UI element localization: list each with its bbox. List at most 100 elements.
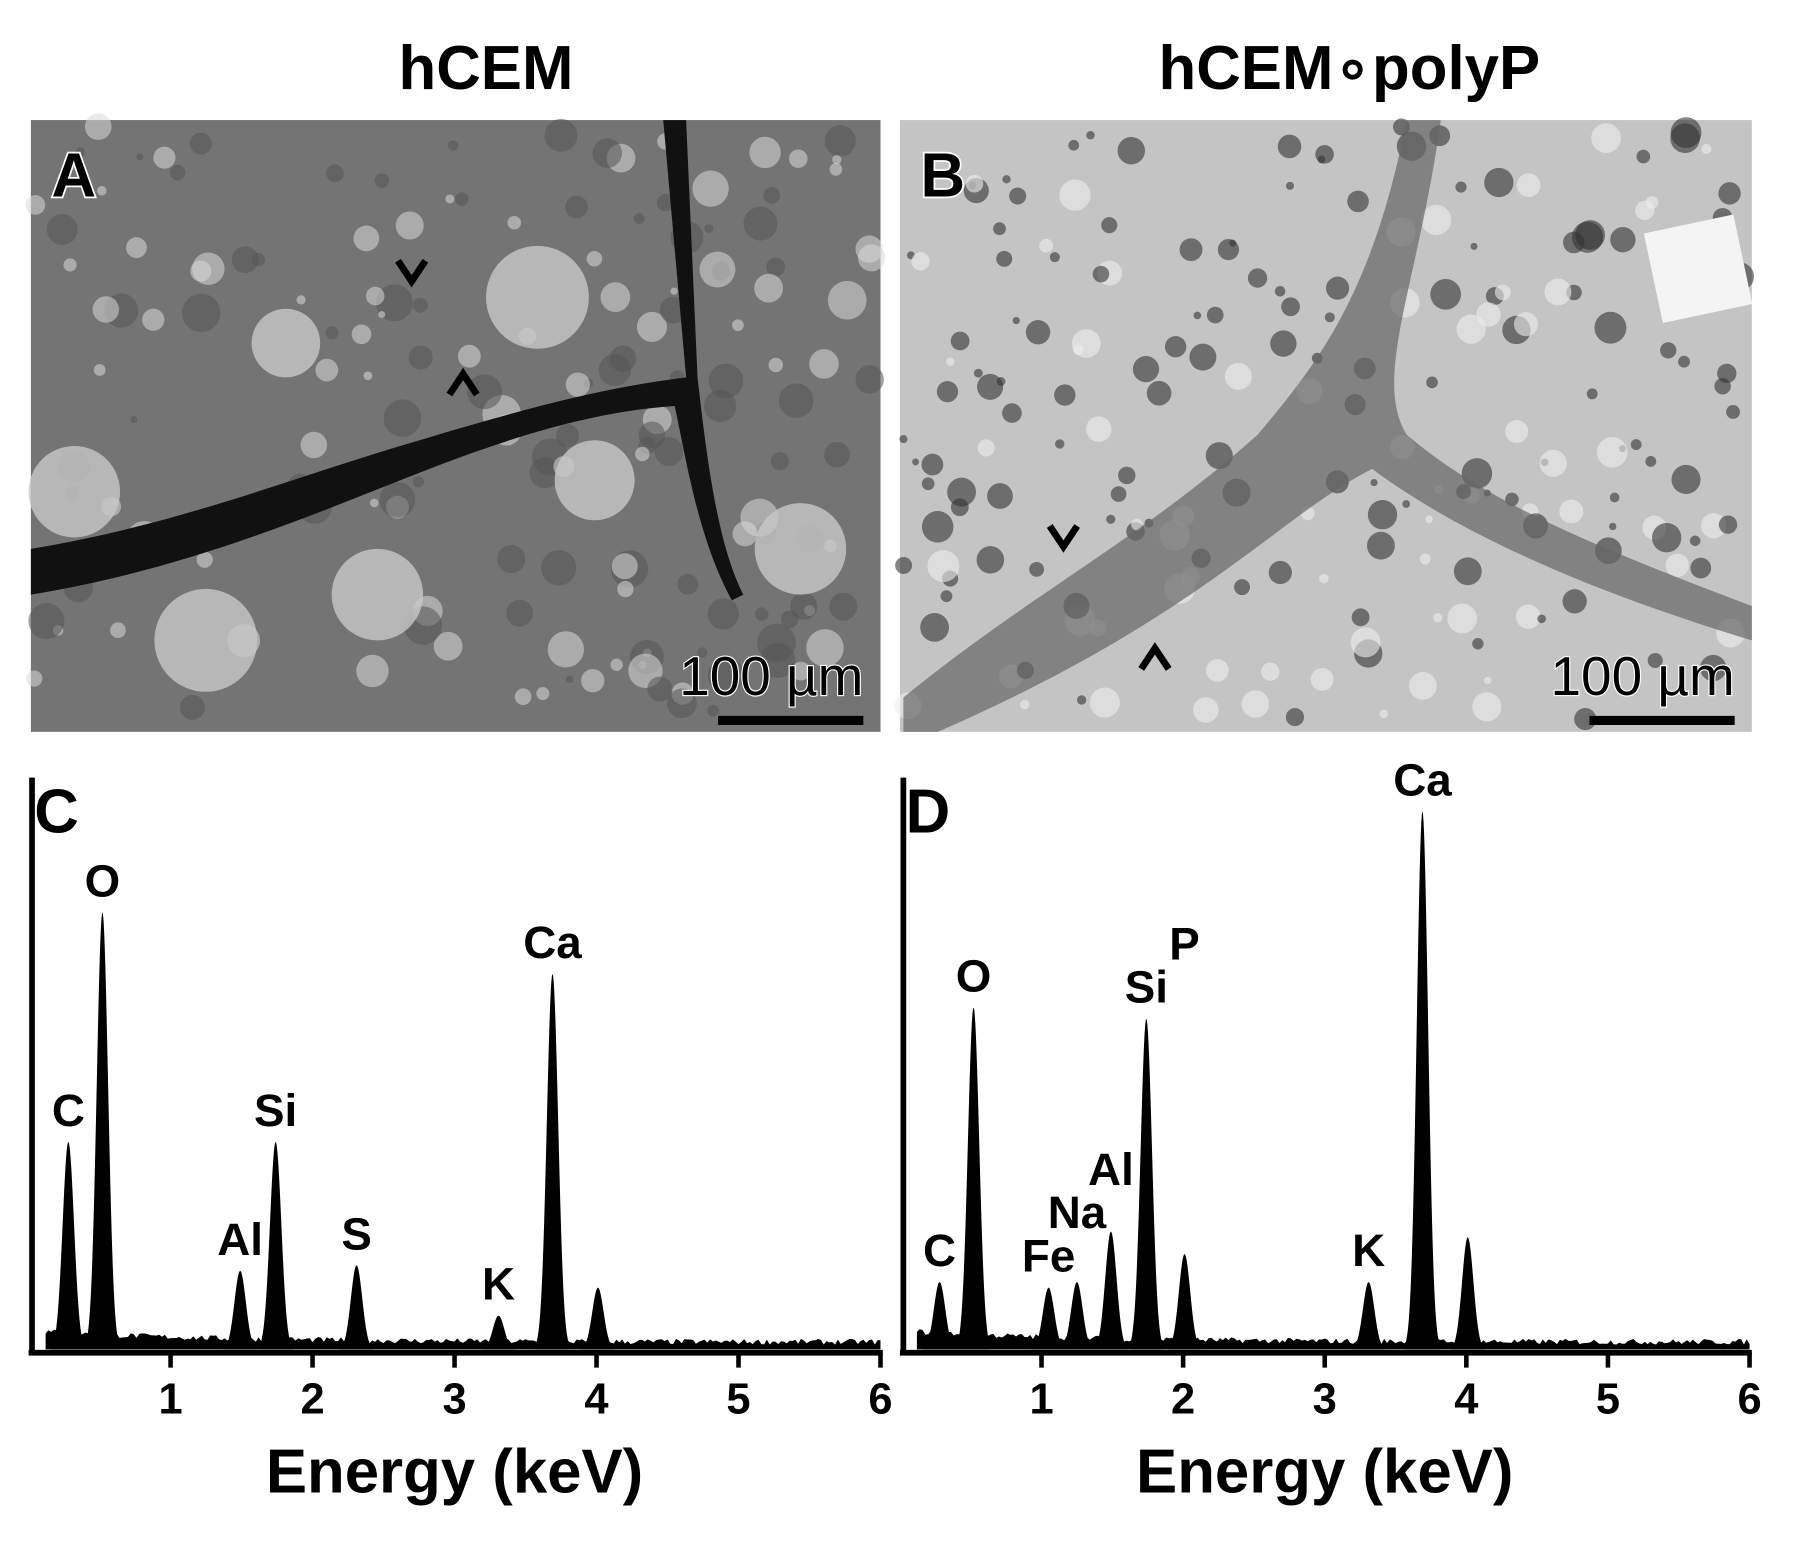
texture (633, 213, 645, 225)
texture (1472, 638, 1484, 650)
texture (791, 661, 811, 681)
texture (126, 237, 147, 259)
texture (1261, 662, 1280, 681)
texture (1274, 285, 1286, 297)
texture (1484, 167, 1514, 198)
peak (1405, 811, 1440, 1350)
peak (223, 1270, 258, 1350)
texture (93, 364, 106, 376)
peak (1450, 1237, 1485, 1350)
texture (609, 345, 637, 372)
panel-label: B (921, 142, 966, 211)
texture (1164, 336, 1187, 358)
texture (408, 345, 433, 370)
texture (947, 477, 977, 507)
texture (996, 377, 1006, 386)
texture (1652, 523, 1682, 553)
texture (1059, 179, 1091, 211)
texture (1370, 479, 1378, 487)
texture (1002, 175, 1011, 184)
texture (1714, 377, 1731, 395)
texture (1594, 311, 1627, 344)
texture (1132, 355, 1160, 383)
texture (754, 607, 769, 621)
texture (1205, 658, 1229, 682)
texture (1636, 149, 1651, 164)
bright-region (331, 548, 424, 641)
peak (1129, 1018, 1164, 1350)
peak (1093, 1231, 1128, 1350)
texture (300, 431, 328, 459)
x-axis-title: Energy (keV) (266, 1437, 643, 1506)
texture (809, 349, 839, 379)
texture (1247, 268, 1268, 288)
texture (936, 381, 959, 403)
texture (707, 704, 719, 717)
peak-label: Fe (1022, 1231, 1075, 1282)
texture (704, 224, 714, 234)
texture (754, 273, 784, 303)
texture (638, 421, 666, 449)
texture (190, 260, 212, 282)
peak (922, 1282, 957, 1350)
texture (374, 173, 389, 188)
texture (356, 654, 389, 688)
texture (75, 147, 86, 158)
texture (1029, 561, 1045, 577)
peak-label: Ca (1393, 754, 1452, 805)
texture (1110, 486, 1127, 502)
arrowhead (1046, 524, 1081, 553)
texture (586, 250, 603, 267)
texture (1700, 654, 1727, 682)
texture (1281, 297, 1300, 317)
texture (26, 670, 43, 687)
texture (1092, 265, 1110, 283)
texture (1351, 608, 1370, 627)
texture (763, 187, 781, 204)
peak-label: K (482, 1259, 515, 1310)
texture (1193, 697, 1219, 723)
texture (921, 453, 944, 476)
texture (1453, 557, 1482, 586)
texture (855, 365, 884, 394)
texture (142, 308, 165, 331)
sem-image (894, 117, 1754, 732)
column-title: hCEM∘polyP (1159, 34, 1541, 103)
texture (1591, 123, 1622, 154)
texture (1505, 420, 1529, 443)
texture (1609, 492, 1620, 503)
peak (1031, 1287, 1066, 1350)
texture (611, 553, 638, 580)
texture (996, 250, 1013, 267)
peak (1059, 1282, 1094, 1350)
texture (1193, 311, 1202, 320)
panel-label: A (51, 142, 96, 211)
texture (1678, 355, 1690, 368)
texture (1539, 449, 1567, 477)
texture (196, 551, 213, 568)
texture (855, 235, 883, 263)
texture (1106, 514, 1116, 524)
texture (506, 599, 534, 627)
texture (635, 446, 650, 462)
texture (743, 206, 778, 241)
texture (565, 372, 591, 397)
peak (51, 1142, 86, 1350)
texture (1421, 204, 1452, 236)
texture (768, 357, 783, 373)
texture (832, 155, 842, 165)
texture (940, 590, 953, 603)
texture (965, 174, 984, 193)
texture (1146, 380, 1172, 406)
x-tick-label: 2 (300, 1375, 324, 1423)
texture (1700, 512, 1727, 539)
texture (778, 383, 814, 418)
texture (1286, 181, 1295, 190)
texture (378, 311, 386, 319)
texture (231, 246, 259, 274)
texture (1019, 699, 1030, 710)
peak-label: Na (1048, 1187, 1107, 1238)
texture (1537, 614, 1546, 624)
x-tick-label: 1 (1029, 1375, 1053, 1423)
